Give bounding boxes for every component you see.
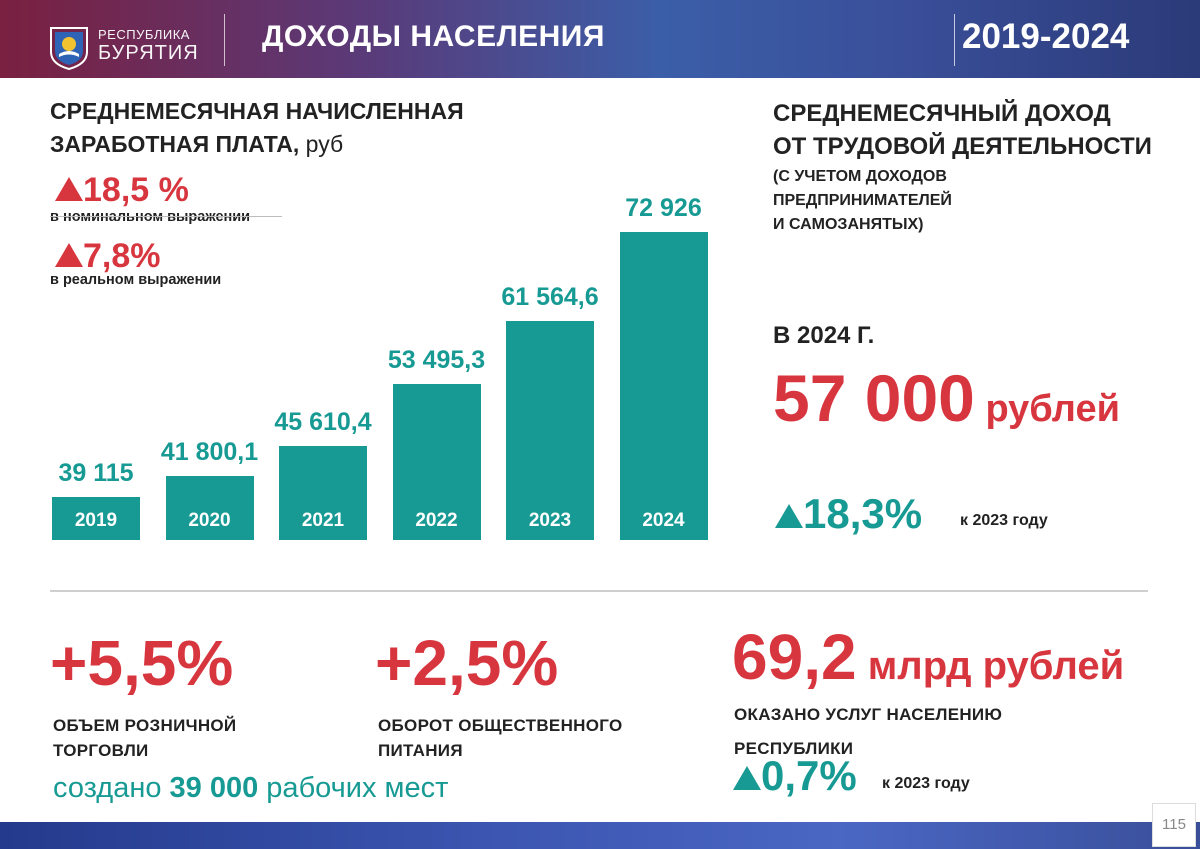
jobs-count: 39 000 [169,772,259,804]
period-label: 2019-2024 [962,17,1130,56]
income-subtitle-line2: ПРЕДПРИНИМАТЕЛЕЙ [773,192,952,209]
chart-category-label: 2019 [74,510,118,531]
chart-bar-2020 [165,475,254,540]
footer-bar [0,822,1200,849]
income-growth: 18,3% [775,490,922,538]
nominal-growth-value: 18,5 % [83,171,189,209]
chart-value-label: 72 926 [625,194,702,222]
divider [50,216,282,217]
services-growth: 0,7% [733,752,857,800]
up-triangle-icon [55,177,83,201]
brand-line-2: БУРЯТИЯ [98,42,199,64]
retail-caption: ОБЪЕМ РОЗНИЧНОЙ ТОРГОВЛИ [53,713,236,763]
salary-title-unit: руб [299,131,344,157]
salary-title-line1: СРЕДНЕМЕСЯЧНАЯ НАЧИСЛЕННАЯ [50,98,464,124]
page-number: 115 [1152,803,1196,847]
chart-bar-2023 [506,320,594,540]
salary-title-bold: ЗАРАБОТНАЯ ПЛАТА, [50,131,300,157]
page-title: ДОХОДЫ НАСЕЛЕНИЯ [262,20,605,53]
jobs-suffix: рабочих мест [258,772,449,804]
section-divider [50,590,1148,592]
chart-value-label: 53 495,3 [387,346,486,375]
income-title-line2: ОТ ТРУДОВОЙ ДЕЯТЕЛЬНОСТИ [773,133,1152,160]
brand-line-1: РЕСПУБЛИКА [98,27,190,42]
header-banner [0,0,1200,78]
chart-value-label: 45 610,4 [274,407,372,436]
services-caption-line1: ОКАЗАНО УСЛУГ НАСЕЛЕНИЮ [734,705,1003,724]
income-amount: 57 000 рублей [773,360,1120,436]
income-subtitle-line1: (С УЧЕТОМ ДОХОДОВ [773,168,947,185]
retail-caption-line1: ОБЪЕМ РОЗНИЧНОЙ [53,716,237,735]
chart-category-label: 2023 [528,510,572,531]
jobs-prefix: создано [53,772,170,804]
retail-caption-line2: ТОРГОВЛИ [53,741,149,760]
chart-value-label: 39 115 [58,458,134,487]
catering-caption-line2: ПИТАНИЯ [378,741,463,760]
up-triangle-icon [733,766,761,790]
chart-bar-2022 [392,384,481,540]
services-growth-value: 0,7% [761,752,857,799]
income-growth-label: к 2023 году [960,512,1048,529]
chart-value-label: 61 564,6 [501,282,599,311]
up-triangle-icon [775,504,803,528]
income-growth-value: 18,3% [803,490,923,537]
chart-category-label: 2020 [188,510,231,531]
catering-growth-value: +2,5% [375,627,559,699]
services-amount-unit: млрд рублей [867,644,1125,688]
services-amount: 69,2 млрд рублей [732,620,1124,694]
nominal-growth-label: в номинальном выражении [50,209,251,225]
income-title: СРЕДНЕМЕСЯЧНЫЙ ДОХОД ОТ ТРУДОВОЙ ДЕЯТЕЛЬ… [773,97,1152,163]
services-caption: ОКАЗАНО УСЛУГ НАСЕЛЕНИЮ РЕСПУБЛИКИ [734,698,1002,766]
income-amount-unit: рублей [985,388,1120,430]
income-title-line1: СРЕДНЕМЕСЯЧНЫЙ ДОХОД [773,100,1111,127]
chart-category-label: 2024 [642,510,685,531]
chart-bar-2024 [619,232,708,540]
chart-category-label: 2021 [301,510,345,531]
salary-title-line2: ЗАРАБОТНАЯ ПЛАТА, руб [50,128,464,161]
catering-caption-line1: ОБОРОТ ОБЩЕСТВЕННОГО [378,716,623,735]
header-divider [954,14,955,66]
real-growth-value: 7,8% [83,237,161,275]
header-divider [224,14,225,66]
up-triangle-icon [55,243,83,267]
jobs-created: создано 39 000 рабочих мест [53,772,448,805]
services-growth-label: к 2023 году [882,775,970,792]
chart-bar-2019 [52,496,140,540]
nominal-growth: 18,5 % [55,172,189,208]
income-amount-value: 57 000 [773,361,975,435]
catering-caption: ОБОРОТ ОБЩЕСТВЕННОГО ПИТАНИЯ [378,713,622,763]
emblem-icon [47,22,91,71]
chart-category-label: 2022 [415,510,458,531]
chart-bar-2021 [279,445,367,540]
retail-growth-value: +5,5% [50,627,234,699]
salary-title: СРЕДНЕМЕСЯЧНАЯ НАЧИСЛЕННАЯ ЗАРАБОТНАЯ ПЛ… [50,95,464,161]
real-growth-label: в реальном выражении [50,272,222,288]
income-subtitle: (С УЧЕТОМ ДОХОДОВ ПРЕДПРИНИМАТЕЛЕЙ И САМ… [773,165,952,237]
income-subtitle-line3: И САМОЗАНЯТЫХ) [773,216,924,233]
services-amount-value: 69,2 [732,621,857,693]
services-caption-line2: РЕСПУБЛИКИ [734,739,854,758]
real-growth: 7,8% [55,238,161,274]
chart-value-label: 41 800,1 [160,437,259,466]
income-year-label: В 2024 Г. [773,322,875,349]
